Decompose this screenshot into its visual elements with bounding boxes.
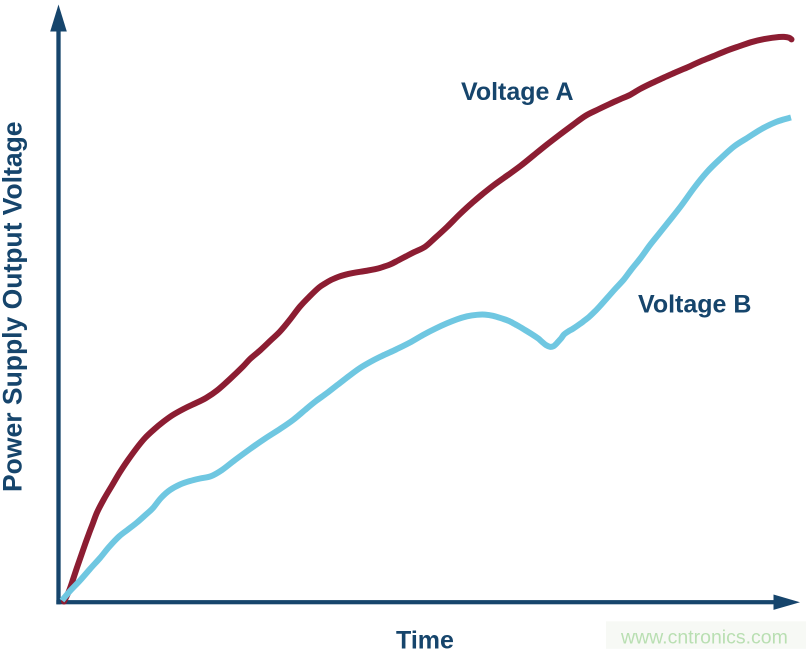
svg-text:Power Supply Output Voltage: Power Supply Output Voltage xyxy=(0,121,28,492)
svg-text:Time: Time xyxy=(396,627,454,653)
svg-text:Voltage A: Voltage A xyxy=(461,78,574,106)
svg-text:www.cntronics.com: www.cntronics.com xyxy=(620,627,788,649)
svg-text:Voltage B: Voltage B xyxy=(638,291,751,319)
